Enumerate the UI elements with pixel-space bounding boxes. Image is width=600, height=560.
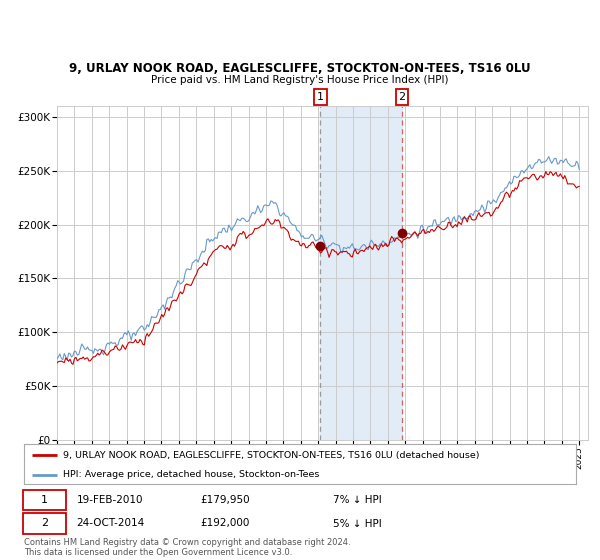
FancyBboxPatch shape [23, 514, 66, 534]
Text: 24-OCT-2014: 24-OCT-2014 [76, 519, 145, 529]
FancyBboxPatch shape [23, 490, 66, 510]
Bar [320, 106, 402, 440]
Text: £179,950: £179,950 [200, 495, 250, 505]
Text: 1: 1 [317, 92, 324, 102]
Text: HPI: Average price, detached house, Stockton-on-Tees: HPI: Average price, detached house, Stoc… [62, 470, 319, 479]
Text: 2: 2 [41, 519, 48, 529]
Text: £192,000: £192,000 [200, 519, 250, 529]
Text: 9, URLAY NOOK ROAD, EAGLESCLIFFE, STOCKTON-ON-TEES, TS16 0LU (detached house): 9, URLAY NOOK ROAD, EAGLESCLIFFE, STOCKT… [62, 451, 479, 460]
Text: 5% ↓ HPI: 5% ↓ HPI [333, 519, 382, 529]
Text: 1: 1 [41, 495, 48, 505]
Text: 7% ↓ HPI: 7% ↓ HPI [333, 495, 382, 505]
Text: 2: 2 [398, 92, 406, 102]
Text: 9, URLAY NOOK ROAD, EAGLESCLIFFE, STOCKTON-ON-TEES, TS16 0LU: 9, URLAY NOOK ROAD, EAGLESCLIFFE, STOCKT… [69, 62, 531, 75]
Text: 19-FEB-2010: 19-FEB-2010 [76, 495, 143, 505]
Text: Price paid vs. HM Land Registry's House Price Index (HPI): Price paid vs. HM Land Registry's House … [151, 74, 449, 85]
Text: Contains HM Land Registry data © Crown copyright and database right 2024.
This d: Contains HM Land Registry data © Crown c… [24, 538, 350, 557]
